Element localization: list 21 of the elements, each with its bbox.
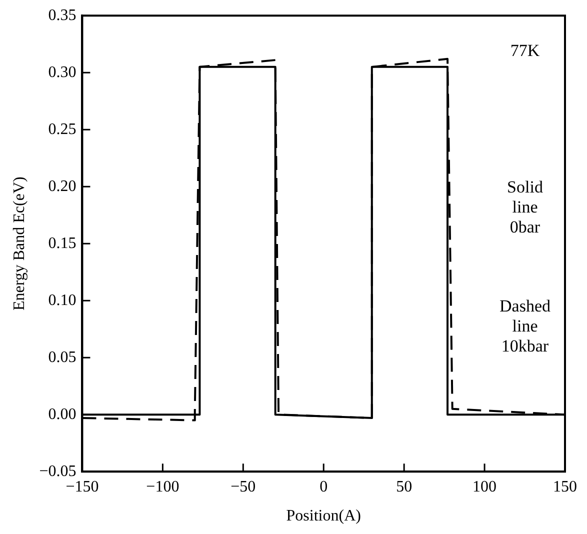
- x-tick-label: −150: [66, 478, 99, 496]
- x-tick-label: 0: [320, 478, 328, 496]
- x-axis-title: Position(A): [286, 508, 361, 525]
- y-tick-label: 0.30: [48, 64, 76, 81]
- y-tick-label: 0.25: [48, 120, 76, 138]
- x-tick-label: 150: [553, 478, 577, 496]
- y-axis-title: Energy Band Ec(eV): [10, 176, 28, 311]
- x-tick-label: 50: [396, 478, 412, 496]
- x-tick-label: −100: [146, 478, 180, 496]
- y-tick-label: −0.05: [39, 462, 76, 480]
- y-tick-label: 0.15: [48, 234, 76, 252]
- y-tick-label: 0.05: [48, 348, 76, 366]
- annotation: Dashed line 10kbar: [500, 296, 551, 356]
- annotation: 77K: [510, 40, 540, 60]
- annotation: Solid line 0bar: [507, 178, 544, 237]
- y-tick-label: 0.10: [48, 292, 76, 309]
- x-tick-label: 100: [472, 478, 497, 496]
- x-tick-label: −50: [230, 478, 256, 496]
- y-tick-label: 0.20: [48, 178, 76, 195]
- y-tick-label: 0.35: [48, 6, 76, 24]
- y-tick-label: 0.00: [48, 406, 76, 423]
